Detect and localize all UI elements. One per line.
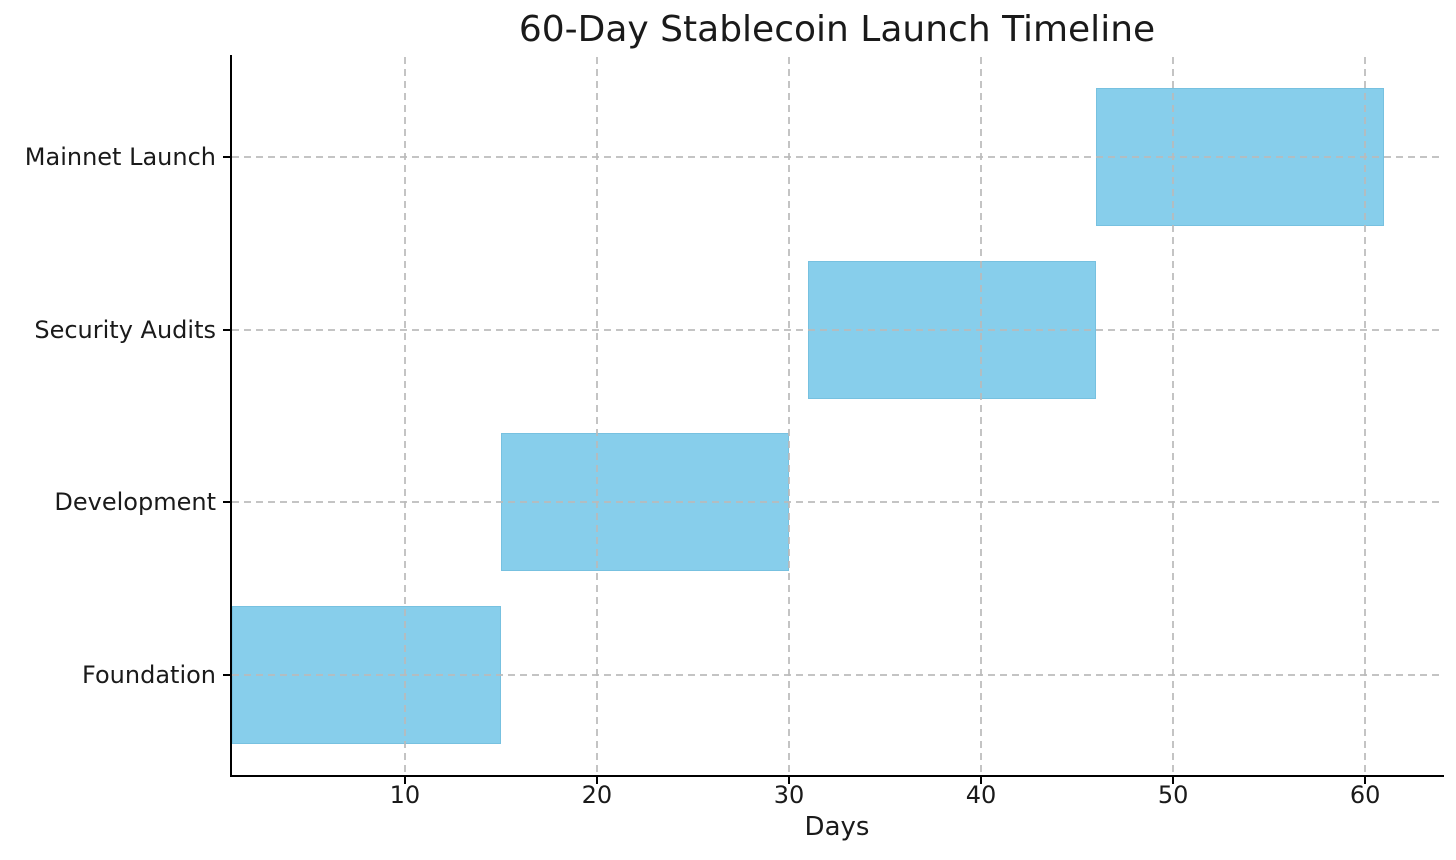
x-tick-mark-10: [403, 775, 406, 784]
x-tick-label-40: 40: [965, 781, 997, 809]
x-tick-mark-60: [1364, 775, 1367, 784]
x-axis-spine: [230, 775, 1444, 777]
y-gridline-development: [232, 501, 1442, 504]
y-gridline-security-audits: [232, 328, 1442, 331]
x-tick-label-60: 60: [1349, 781, 1381, 809]
x-tick-mark-50: [1172, 775, 1175, 784]
x-tick-mark-30: [787, 775, 790, 784]
x-tick-label-30: 30: [773, 781, 805, 809]
y-gridline-mainnet-launch: [232, 156, 1442, 159]
y-axis-spine: [230, 55, 232, 777]
y-tick-mark-development: [223, 501, 232, 504]
x-gridline-20: [595, 57, 598, 775]
x-tick-label-50: 50: [1157, 781, 1189, 809]
x-gridline-30: [787, 57, 790, 775]
x-axis-label: Days: [804, 812, 870, 842]
x-gridline-10: [403, 57, 406, 775]
y-axis-category-label-development: Development: [54, 488, 216, 516]
chart-title: 60-Day Stablecoin Launch Timeline: [518, 9, 1156, 50]
x-tick-mark-40: [980, 775, 983, 784]
x-gridline-50: [1172, 57, 1175, 775]
x-gridline-60: [1364, 57, 1367, 775]
y-axis-category-label-foundation: Foundation: [82, 661, 216, 689]
y-axis-category-label-mainnet-launch: Mainnet Launch: [24, 143, 216, 171]
y-tick-mark-mainnet-launch: [223, 156, 232, 159]
y-tick-mark-foundation: [223, 673, 232, 676]
y-axis-category-label-security-audits: Security Audits: [34, 316, 216, 344]
x-gridline-40: [980, 57, 983, 775]
y-gridline-foundation: [232, 673, 1442, 676]
x-tick-label-20: 20: [581, 781, 613, 809]
x-tick-label-10: 10: [389, 781, 421, 809]
y-tick-mark-security-audits: [223, 328, 232, 331]
x-tick-mark-20: [595, 775, 598, 784]
